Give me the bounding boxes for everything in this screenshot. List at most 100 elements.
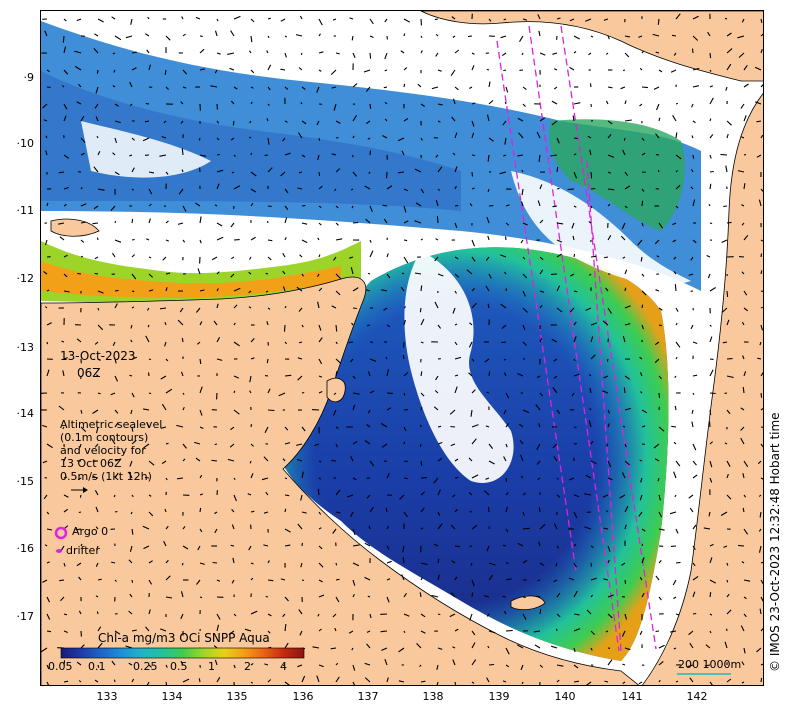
velocity-vector [94,443,99,448]
velocity-vector [420,238,423,241]
velocity-vector [63,456,67,462]
velocity-vector [199,289,205,292]
velocity-vector [522,409,530,414]
velocity-vector [521,681,524,685]
velocity-vector [690,256,694,261]
velocity-vector [621,472,626,479]
velocity-vector [265,272,269,275]
velocity-vector [402,341,405,348]
velocity-vector [471,52,475,55]
velocity-vector [148,171,155,174]
velocity-vector [758,545,762,553]
velocity-vector [437,457,443,462]
velocity-vector [94,33,99,37]
velocity-vector [335,443,338,448]
velocity-vector [112,152,116,156]
velocity-vector [449,409,456,415]
velocity-vector [213,320,218,326]
velocity-vector [267,630,271,634]
velocity-vector [692,392,695,396]
velocity-vector [131,218,134,224]
velocity-vector [709,287,716,292]
velocity-vector [332,528,337,534]
velocity-vector [590,460,597,465]
velocity-vector [675,613,680,616]
velocity-vector [349,17,354,20]
velocity-vector [420,50,423,54]
velocity-vector [214,443,218,446]
velocity-vector [92,409,99,414]
velocity-vector [63,290,70,293]
velocity-vector [556,494,561,498]
velocity-vector [350,511,354,517]
velocity-vector [318,594,325,598]
velocity-vector [401,574,405,581]
velocity-vector [398,647,405,653]
velocity-vector [301,239,308,244]
velocity-vector [538,507,541,513]
velocity-vector [469,322,473,326]
velocity-vector [522,273,528,279]
velocity-vector [352,115,358,122]
velocity-vector [249,50,252,54]
velocity-vector [704,664,711,667]
velocity-vector [216,120,220,124]
velocity-vector [435,375,439,381]
velocity-vector [709,630,712,634]
velocity-vector [148,609,151,615]
velocity-vector [737,170,745,173]
velocity-vector [365,218,371,224]
velocity-vector [282,137,286,142]
velocity-vector [522,613,527,620]
velocity-vector [298,171,303,174]
velocity-vector [536,595,541,598]
velocity-vector [487,506,490,513]
velocity-vector [754,66,762,71]
velocity-vector [590,35,594,38]
velocity-vector [212,561,218,564]
velocity-vector [160,375,167,380]
velocity-vector [416,643,422,649]
velocity-vector [589,149,592,156]
velocity-vector [199,409,203,416]
velocity-vector [368,171,371,175]
velocity-vector [318,185,323,190]
velocity-vector [518,423,524,428]
cloud-gap-east [511,171,691,285]
velocity-vector [284,624,287,632]
velocity-vector [709,183,712,190]
velocity-vector [486,217,490,224]
velocity-vector [46,681,49,685]
velocity-vector [403,83,406,88]
velocity-vector [689,507,694,513]
velocity-vector [43,494,48,500]
velocity-vector [743,460,749,468]
velocity-vector [233,15,241,20]
velocity-vector [114,358,117,364]
velocity-vector [46,561,50,564]
velocity-vector [538,541,541,547]
velocity-vector [520,239,524,244]
velocity-vector [296,443,303,446]
velocity-vector [386,545,390,550]
velocity-vector [486,613,490,617]
colorbar-tick-label: 2 [244,660,251,673]
velocity-vector [369,506,374,513]
velocity-vector [602,390,609,394]
velocity-vector [503,358,507,361]
velocity-vector [364,185,371,190]
velocity-vector [129,103,133,107]
velocity-vector [505,528,509,533]
velocity-vector [298,67,303,71]
velocity-vector [250,424,253,428]
velocity-vector [199,239,202,244]
velocity-vector [420,103,426,107]
velocity-vector [742,355,745,360]
velocity-vector [760,306,763,309]
velocity-vector [63,680,69,683]
velocity-vector [437,523,443,530]
velocity-vector [741,561,745,564]
velocity-vector [705,644,711,649]
velocity-vector [620,235,626,241]
velocity-vector [640,477,643,483]
